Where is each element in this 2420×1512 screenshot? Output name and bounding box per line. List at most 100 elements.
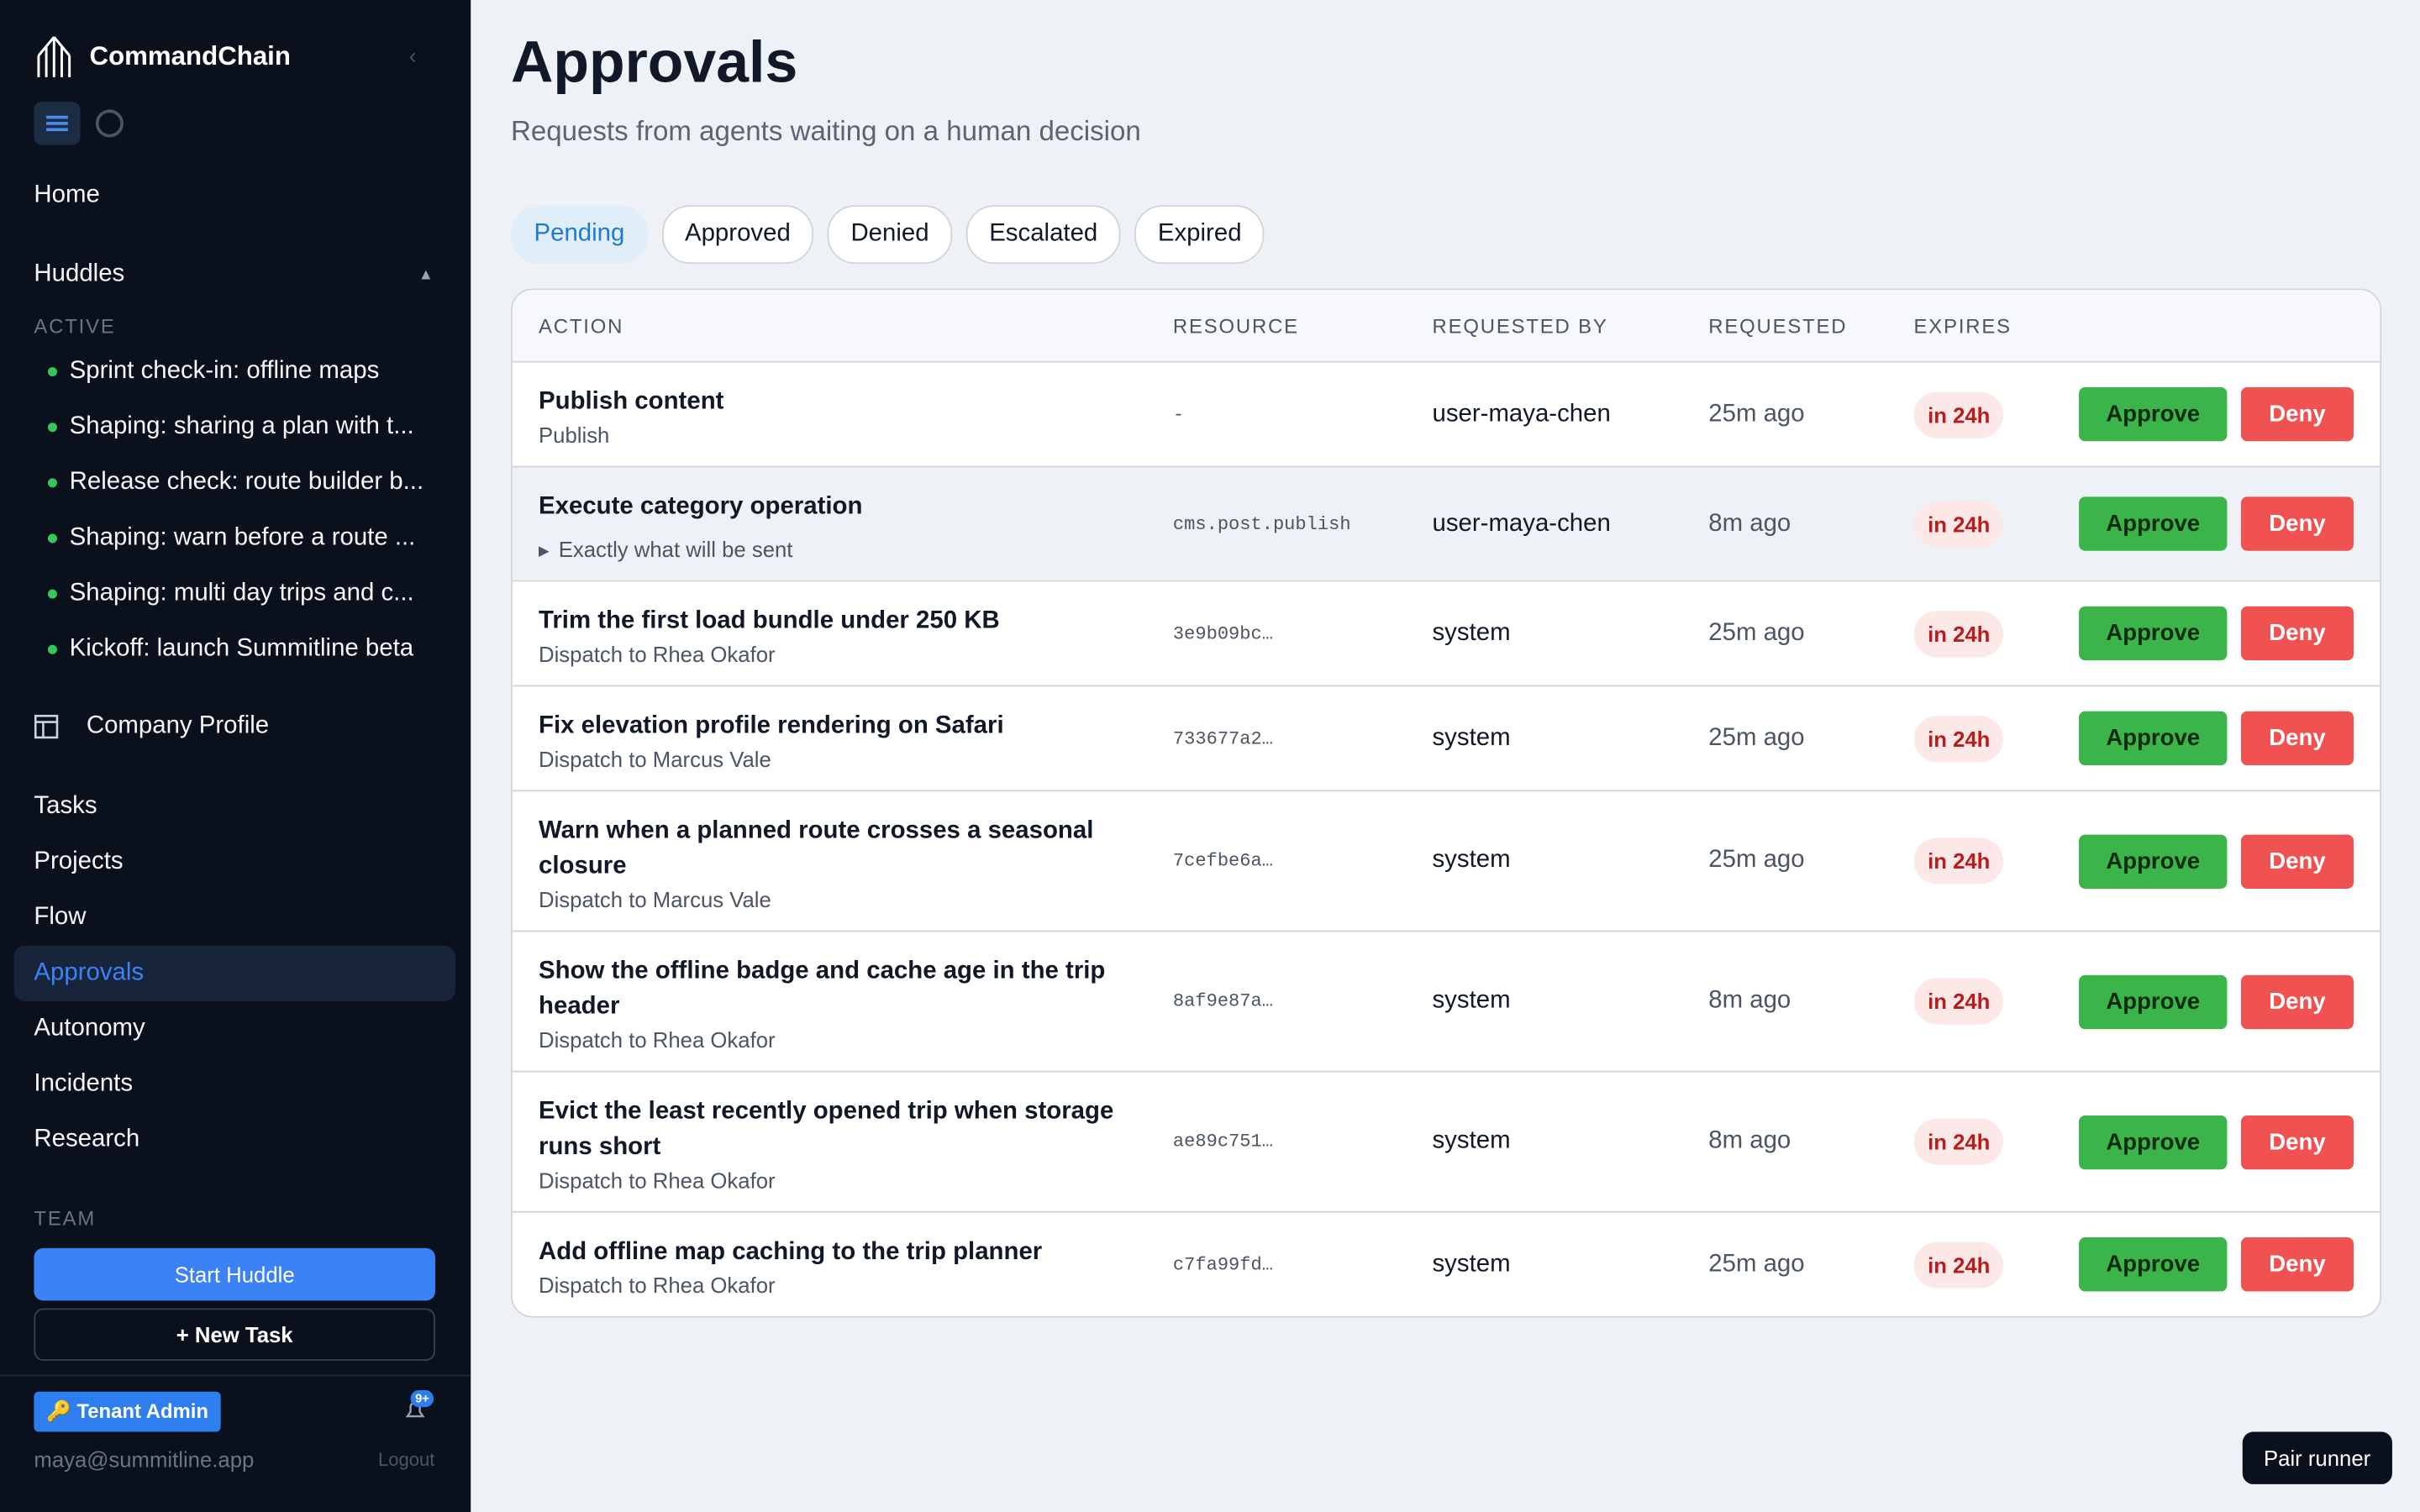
approve-button[interactable]: Approve bbox=[2079, 711, 2228, 766]
actions: Approve Deny bbox=[2075, 974, 2354, 1029]
status-dot bbox=[47, 589, 57, 599]
huddle-item[interactable]: Kickoff: launch Summitline beta bbox=[47, 636, 413, 664]
deny-button[interactable]: Deny bbox=[2240, 606, 2354, 661]
table-row: Warn when a planned route crosses a seas… bbox=[512, 790, 2381, 930]
notifications[interactable]: 9+ bbox=[402, 1389, 434, 1420]
approve-button[interactable]: Approve bbox=[2079, 974, 2228, 1029]
action-cell: Add offline map caching to the trip plan… bbox=[539, 1213, 1173, 1316]
huddle-item[interactable]: Shaping: warn before a route ... bbox=[47, 524, 416, 552]
requested: 25m ago bbox=[1708, 619, 1805, 646]
huddle-item[interactable]: Shaping: multi day trips and c... bbox=[47, 580, 414, 608]
status-dot bbox=[47, 478, 57, 488]
nav-item[interactable]: Incidents bbox=[34, 1070, 134, 1097]
page-title: Approvals bbox=[510, 30, 798, 96]
pair-runner[interactable]: Pair runner bbox=[2242, 1431, 2392, 1484]
company-profile[interactable]: Company Profile bbox=[34, 713, 269, 741]
requested: 8m ago bbox=[1708, 510, 1791, 537]
deny-button[interactable]: Deny bbox=[2240, 387, 2354, 442]
actions: Approve Deny bbox=[2075, 833, 2354, 889]
huddle-item[interactable]: Shaping: sharing a plan with t... bbox=[47, 413, 414, 441]
table-row: Add offline map caching to the trip plan… bbox=[512, 1210, 2381, 1316]
deny-button[interactable]: Deny bbox=[2240, 974, 2354, 1029]
requested-by: system bbox=[1432, 1250, 1511, 1277]
huddle-item[interactable]: Sprint check-in: offline maps bbox=[47, 358, 379, 386]
nav-item[interactable]: Tasks bbox=[34, 793, 97, 820]
deny-button[interactable]: Deny bbox=[2240, 833, 2354, 889]
deny-button[interactable]: Deny bbox=[2240, 496, 2354, 551]
section-label: ACTIVE bbox=[34, 314, 116, 339]
requested-by: user-maya-chen bbox=[1432, 400, 1611, 427]
status-dot bbox=[47, 644, 57, 654]
brand-name: CommandChain bbox=[89, 41, 291, 71]
collapse[interactable]: ‹ bbox=[408, 43, 417, 68]
notification-count: 9+ bbox=[410, 1389, 434, 1408]
action-subtitle: Dispatch to Marcus Vale bbox=[539, 746, 771, 772]
requested: 25m ago bbox=[1708, 1250, 1805, 1277]
action-cell: Warn when a planned route crosses a seas… bbox=[539, 791, 1173, 930]
tab[interactable]: Expired bbox=[1134, 205, 1265, 265]
actions: Approve Deny bbox=[2075, 711, 2354, 766]
approve-button[interactable]: Approve bbox=[2079, 606, 2228, 661]
resource: 7cefbe6a… bbox=[1172, 850, 1273, 872]
action-title: Execute category operation bbox=[539, 493, 863, 520]
nav-item[interactable]: Research bbox=[34, 1126, 140, 1153]
expires-badge: in 24h bbox=[1913, 1241, 2004, 1288]
column-header: ACTION bbox=[539, 313, 624, 338]
profile-icon bbox=[34, 714, 59, 739]
settings[interactable] bbox=[95, 109, 124, 138]
table-row: Publish content Publish - user-maya-chen 25m… bbox=[512, 360, 2381, 466]
logout[interactable]: Logout bbox=[377, 1448, 435, 1471]
tab[interactable]: Escalated bbox=[965, 205, 1121, 265]
divider bbox=[0, 1374, 471, 1377]
approve-button[interactable]: Approve bbox=[2079, 496, 2228, 551]
expires-badge: in 24h bbox=[1913, 391, 2004, 438]
requested: 25m ago bbox=[1708, 847, 1805, 874]
nav-item[interactable]: Approvals bbox=[13, 945, 455, 1002]
requested: 25m ago bbox=[1708, 400, 1805, 427]
nav-item[interactable]: Flow bbox=[34, 904, 87, 931]
action-subtitle: Dispatch to Rhea Okafor bbox=[539, 642, 776, 667]
tab[interactable]: Denied bbox=[827, 205, 953, 265]
menu-button[interactable] bbox=[34, 102, 81, 145]
status-dot bbox=[47, 533, 57, 543]
nav-home[interactable]: Home bbox=[34, 181, 100, 208]
expires-badge: in 24h bbox=[1913, 837, 2004, 885]
new-task[interactable]: + New Task bbox=[34, 1308, 435, 1361]
huddles-toggle[interactable]: ▲ bbox=[418, 266, 434, 284]
huddles[interactable]: Huddles bbox=[34, 260, 125, 287]
nav-item[interactable]: Projects bbox=[34, 848, 124, 875]
huddle-item[interactable]: Release check: route builder b... bbox=[47, 469, 424, 496]
approvals-table: ACTION RESOURCE REQUESTED BY REQUESTED EXPIR… bbox=[510, 288, 2382, 1318]
details-toggle[interactable]: Exactly what will be sent bbox=[539, 537, 1173, 561]
deny-button[interactable]: Deny bbox=[2240, 711, 2354, 766]
deny-button[interactable]: Deny bbox=[2240, 1237, 2354, 1292]
approve-button[interactable]: Approve bbox=[2079, 1115, 2228, 1169]
deny-button[interactable]: Deny bbox=[2240, 1115, 2354, 1169]
requested-by: system bbox=[1432, 847, 1511, 874]
status-dot bbox=[47, 367, 57, 377]
requested: 8m ago bbox=[1708, 1127, 1791, 1154]
expires-cell: in 24h bbox=[1913, 837, 2076, 885]
action-subtitle: Dispatch to Rhea Okafor bbox=[539, 1168, 776, 1193]
resource: c7fa99fd… bbox=[1172, 1253, 1273, 1276]
expires-cell: in 24h bbox=[1913, 1241, 2076, 1288]
column-header: REQUESTED bbox=[1708, 313, 1848, 338]
approve-button[interactable]: Approve bbox=[2079, 1237, 2228, 1292]
approve-button[interactable]: Approve bbox=[2079, 387, 2228, 442]
huddle-name: Shaping: warn before a route ... bbox=[69, 524, 416, 551]
expires-cell: in 24h bbox=[1913, 391, 2076, 438]
tab[interactable]: Pending bbox=[510, 205, 648, 265]
huddle-name: Shaping: sharing a plan with t... bbox=[69, 413, 414, 440]
tab[interactable]: Approved bbox=[661, 205, 814, 265]
nav-item[interactable]: Autonomy bbox=[34, 1015, 145, 1042]
approve-button[interactable]: Approve bbox=[2079, 833, 2228, 889]
expires-cell: in 24h bbox=[1913, 978, 2076, 1025]
table-header: ACTION RESOURCE REQUESTED BY REQUESTED EXPIR… bbox=[512, 290, 2381, 361]
logo bbox=[37, 36, 71, 77]
role-badge: 🔑 Tenant Admin bbox=[34, 1391, 221, 1432]
requested: 8m ago bbox=[1708, 987, 1791, 1014]
start-huddle[interactable]: Start Huddle bbox=[34, 1247, 435, 1301]
